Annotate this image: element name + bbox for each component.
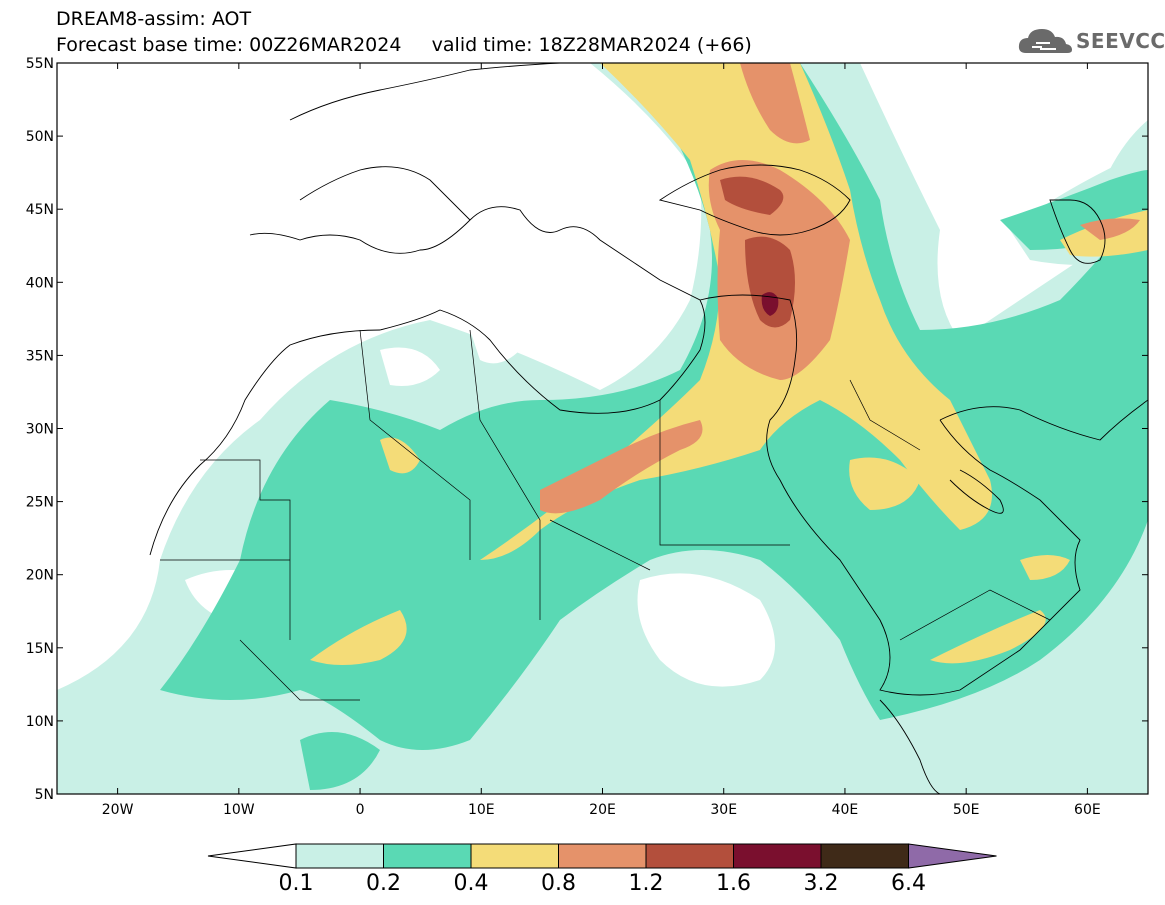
aot-field — [57, 63, 1148, 794]
lon-label: 50E — [953, 802, 980, 818]
country-borders — [160, 329, 1051, 701]
colorbar-label: 0.4 — [454, 871, 489, 896]
lat-label: 55N — [26, 56, 54, 72]
colorbar-label: 3.2 — [804, 871, 839, 896]
seevccc-logo: SEEVCCC — [1018, 25, 1165, 57]
lat-label: 35N — [26, 348, 54, 364]
colorbar-segment — [820, 843, 909, 869]
lon-label: 10E — [468, 802, 495, 818]
colorbar-segment — [645, 843, 734, 869]
latitude-axis: 55N 50N 45N 40N 35N 30N 25N 20N 15N 10N 5N — [26, 56, 1148, 803]
aot-level-1-6 — [761, 292, 779, 316]
colorbar-label: 0.2 — [366, 871, 401, 896]
colorbar-label: 1.6 — [716, 871, 751, 896]
coastlines — [149, 63, 1148, 794]
colorbar-max-arrow — [908, 843, 997, 869]
lon-label: 10W — [223, 802, 255, 818]
lat-label: 40N — [26, 275, 54, 291]
lat-label: 30N — [26, 422, 54, 438]
colorbar-label: 0.8 — [541, 871, 576, 896]
lat-label: 10N — [26, 714, 54, 730]
lat-label: 50N — [26, 129, 54, 145]
lon-label: 0 — [356, 802, 365, 818]
lat-label: 5N — [35, 787, 54, 803]
colorbar-label: 6.4 — [891, 871, 926, 896]
aot-level-1-2 — [720, 176, 795, 328]
logo-text: SEEVCCC — [1076, 29, 1165, 53]
colorbar-segment — [383, 843, 472, 869]
colorbar-label: 1.2 — [629, 871, 664, 896]
lon-label: 20W — [102, 802, 134, 818]
colorbar-segment — [470, 843, 559, 869]
lon-label: 40E — [832, 802, 859, 818]
lon-label: 30E — [710, 802, 737, 818]
forecast-time-line: Forecast base time: 00Z26MAR2024 valid t… — [56, 34, 752, 56]
colorbar-segment — [295, 843, 384, 869]
map-title: DREAM8-assim: AOT — [56, 8, 252, 30]
colorbar: 0.1 0.2 0.4 0.8 1.2 1.6 3.2 6.4 — [207, 843, 997, 896]
longitude-axis: 20W 10W 0 10E 20E 30E 40E 50E 60E — [102, 63, 1101, 818]
lat-label: 25N — [26, 495, 54, 511]
lon-label: 60E — [1074, 802, 1101, 818]
colorbar-segment — [558, 843, 647, 869]
lon-label: 20E — [589, 802, 616, 818]
lat-label: 15N — [26, 641, 54, 657]
aot-level-0-2 — [160, 63, 1148, 790]
lat-label: 20N — [26, 568, 54, 584]
colorbar-segment — [733, 843, 822, 869]
colorbar-label: 0.1 — [279, 871, 314, 896]
cloud-icon — [1018, 29, 1072, 53]
lat-label: 45N — [26, 202, 54, 218]
colorbar-min-arrow — [207, 843, 297, 869]
